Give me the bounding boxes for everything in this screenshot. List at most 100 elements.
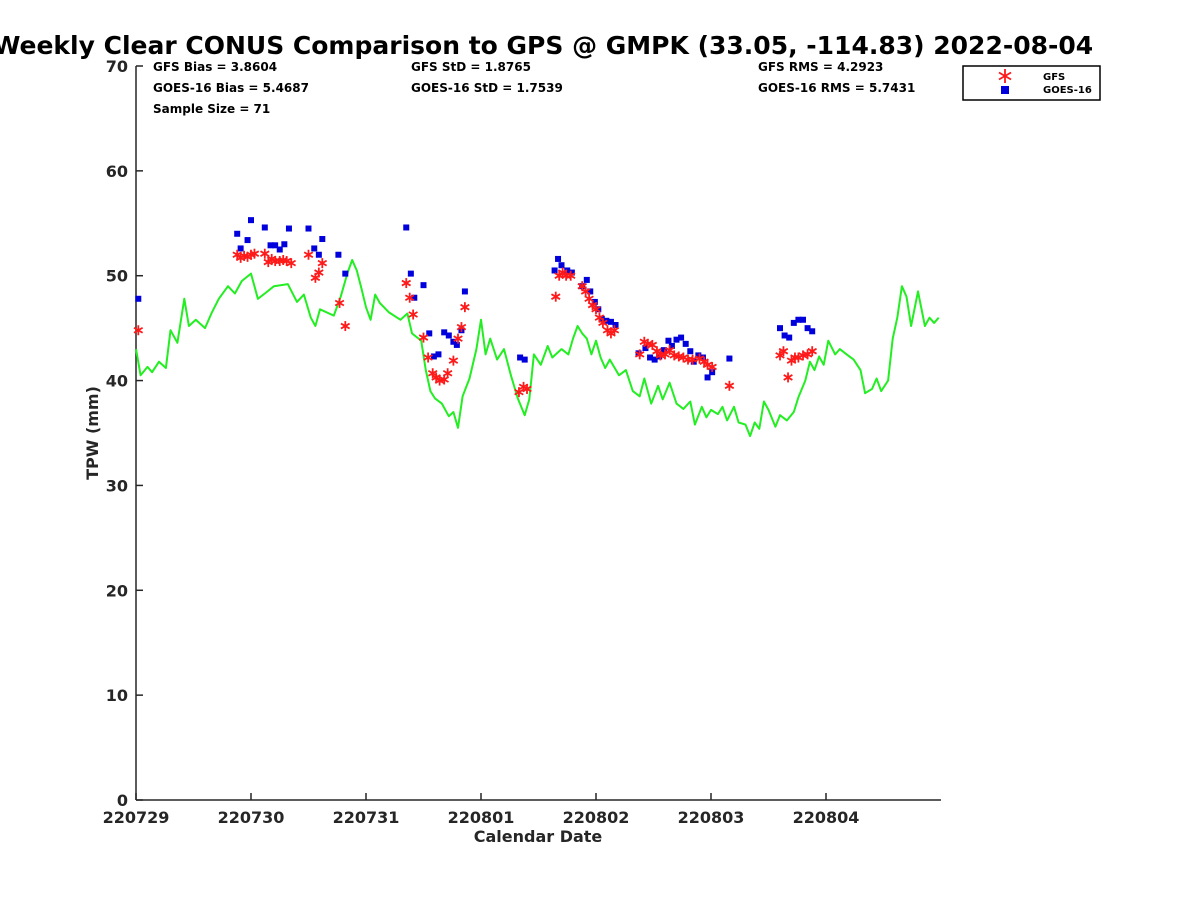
x-tick-label: 220731 [333,808,400,827]
goes-point [342,270,349,277]
y-tick-label: 60 [106,162,128,181]
goes-point [450,338,457,345]
y-ticks: 0 10 20 30 40 50 60 70 [106,57,143,810]
goes-point [564,267,571,274]
goes-point [665,337,672,344]
goes-point [276,246,283,253]
goes-point [642,345,649,352]
gfs-point [314,267,324,278]
x-axis-label: Calendar Date [474,827,603,846]
y-tick-label: 70 [106,57,128,76]
goes-point [237,245,244,252]
goes-point [281,241,288,248]
legend-gfs-marker [998,69,1012,83]
gfs-point [783,372,793,383]
goes-rms-text: GOES-16 RMS = 5.7431 [758,81,915,95]
goes-point [651,356,658,363]
legend-box [962,65,1101,101]
gfs-point [660,349,670,360]
y-tick-label: 30 [106,476,128,495]
gfs-point [634,349,645,360]
gfs-point [456,322,467,333]
gps-series-line [135,259,940,438]
gfs-point [460,302,470,313]
goes-point [709,369,716,376]
x-tick-label: 220729 [103,808,170,827]
goes-point [647,354,654,361]
gfs-point [133,325,144,336]
gfs-point [591,304,601,315]
gfs-std-text: GFS StD = 1.8765 [411,60,531,74]
goes-point [272,242,279,249]
goes-point [234,230,241,237]
goes-point [244,237,251,244]
goes-point [426,330,433,337]
goes-point [315,251,322,258]
goes-point [726,355,733,362]
gfs-point [317,258,328,269]
gfs-point [334,297,345,308]
plot-area: 0 10 20 30 40 50 60 70 220729 220730 220731 220801… [103,57,941,827]
stats-block: GFS Bias = 3.8604 GOES-16 Bias = 5.4687 … [153,60,915,116]
goes-point [682,340,689,347]
goes-point [461,288,468,295]
gfs-point [404,292,415,303]
gfs-point [580,286,591,297]
goes-point [790,319,797,326]
goes-std-text: GOES-16 StD = 1.7539 [411,81,563,95]
goes-point [781,332,788,339]
gfs-point [565,270,576,281]
goes-point [335,251,342,258]
goes-point [453,341,460,348]
gfs-point [647,339,658,350]
goes-point [441,329,448,336]
goes-point [678,334,685,341]
gfs-point [550,291,561,302]
gfs-point [442,368,453,379]
y-tick-label: 40 [106,372,128,391]
goes-point [568,269,575,276]
goes-point [804,325,811,332]
goes-point [411,294,418,301]
goes-point [248,217,254,224]
goes-point [305,225,312,232]
goes-point [555,255,562,262]
goes-point [795,316,802,323]
gfs-point [448,355,459,366]
legend: GFS GOES-16 [962,65,1101,101]
goes-point [558,262,565,269]
gfs-point [418,332,429,343]
goes-point [583,276,590,283]
gfs-point [249,248,260,259]
gfs-point [453,333,463,344]
gfs-rms-text: GFS RMS = 4.2923 [758,60,883,74]
legend-gfs-label: GFS [1043,72,1065,83]
goes-point [687,348,694,355]
gfs-bias-text: GFS Bias = 3.8604 [153,60,277,74]
x-tick-label: 220801 [448,808,515,827]
gfs-point [707,361,717,372]
goes-point [517,354,524,361]
gfs-point [609,325,620,336]
goes-point [430,353,437,360]
gfs-point [340,321,351,332]
goes-point [285,225,292,232]
goes-point [695,352,702,359]
legend-gfs-star [998,69,1012,83]
gfs-point [303,249,314,260]
chart-title: Weekly Clear CONUS Comparison to GPS @ G… [0,31,1093,60]
gfs-point [260,248,270,259]
goes-point [551,267,558,274]
goes-point [261,224,268,231]
gfs-point [408,309,418,320]
x-tick-label: 220804 [793,808,860,827]
legend-goes-label: GOES-16 [1043,85,1092,96]
goes-point [595,306,602,313]
goes-point [587,288,594,295]
gfs-point [522,383,532,394]
goes-point [420,282,427,289]
gfs-point [598,317,608,328]
goes-point [319,236,326,243]
